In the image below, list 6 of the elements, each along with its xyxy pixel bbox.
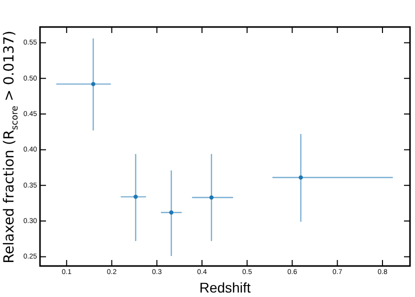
point bbox=[209, 195, 214, 200]
point bbox=[169, 210, 174, 215]
point bbox=[91, 82, 96, 86]
point bbox=[298, 175, 303, 180]
point bbox=[134, 194, 138, 199]
x-axis-title: Redshift bbox=[199, 279, 251, 296]
